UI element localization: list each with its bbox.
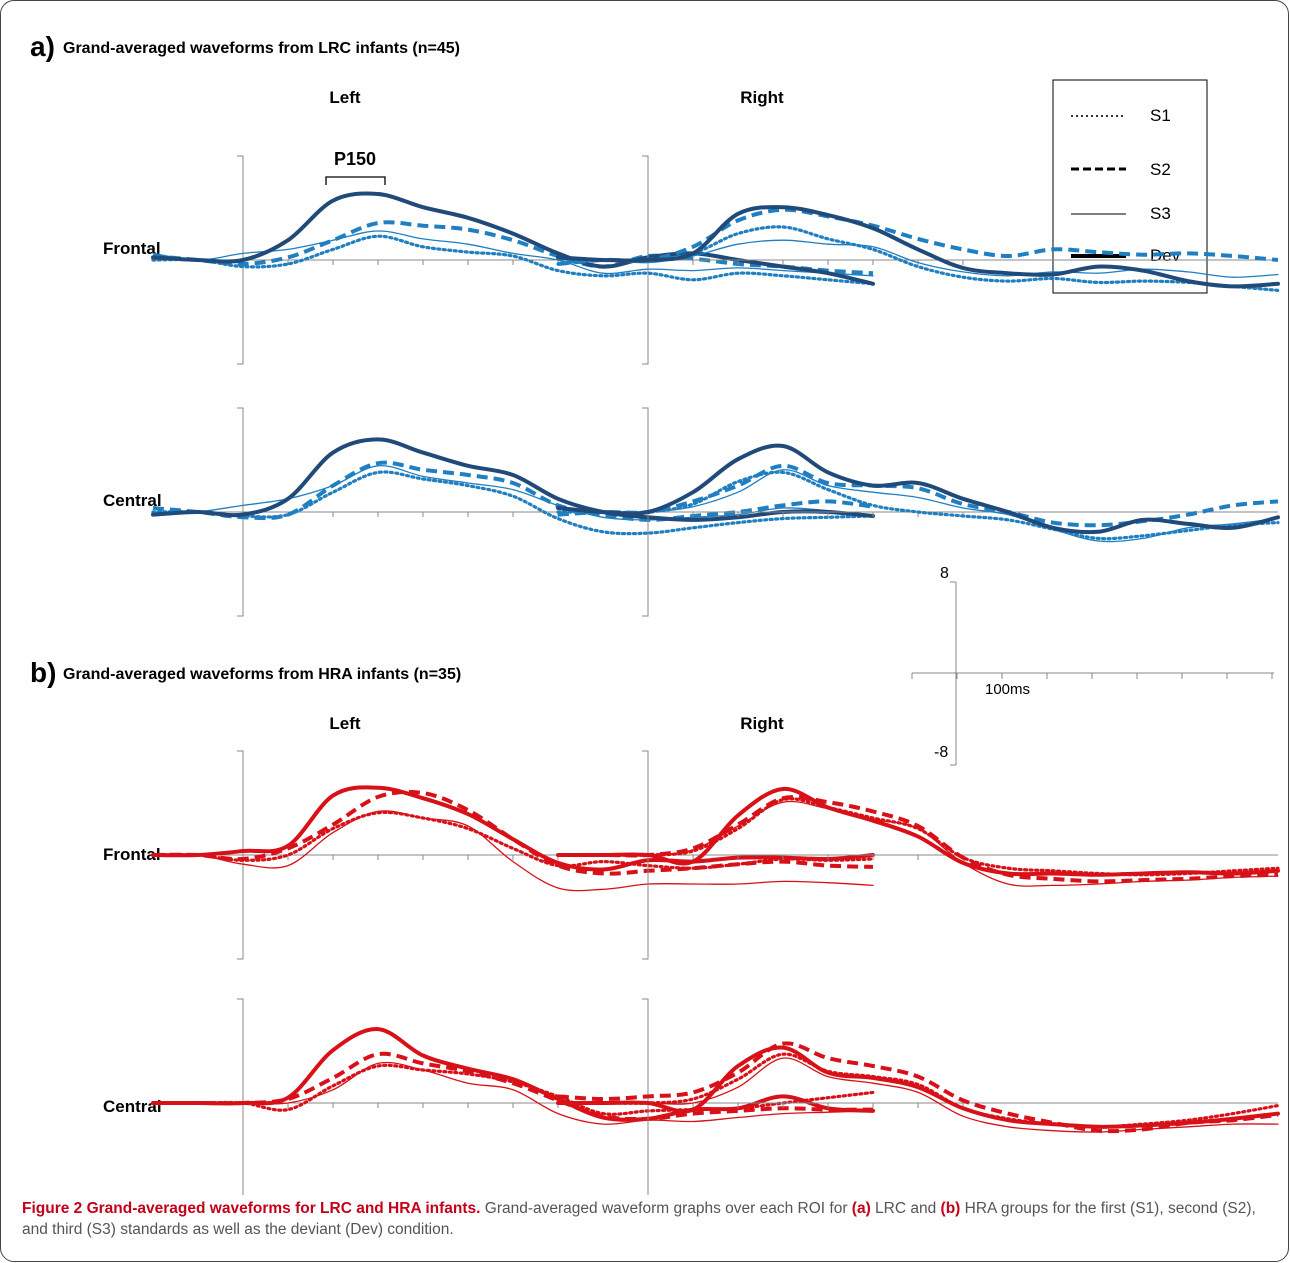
panel-a-row-frontal: Frontal (103, 239, 161, 258)
panel-a-letter: a) (30, 31, 55, 62)
legend: S1 S2 S3 Dev (1052, 79, 1208, 294)
panel-b-col-right: Right (740, 714, 784, 733)
series-dev-lrc-central-right (556, 443, 1280, 535)
panel-hra-central-right (556, 998, 1280, 1195)
legend-s3-label: S3 (1150, 204, 1171, 223)
series-s2-lrc-frontal-right (557, 207, 1279, 266)
panel-b-title: Grand-averaged waveforms from HRA infant… (63, 666, 461, 683)
panel-b-letter: b) (30, 657, 56, 688)
series-s3-hra-central-right (557, 1057, 1279, 1133)
series-dev-hra-central-left (151, 1027, 875, 1122)
scale-y-max: 8 (940, 565, 949, 582)
series-s3-lrc-central-left (152, 465, 874, 521)
scale-bar: 8 -8 100ms (911, 565, 1274, 766)
figure-caption: Figure 2 Grand-averaged waveforms for LR… (22, 1198, 1267, 1240)
caption-text-3: HRA groups for the first (S1), second (S… (22, 1200, 1256, 1238)
series-s1-lrc-central-right (556, 470, 1280, 541)
series-s3-lrc-frontal-left (152, 230, 874, 277)
series-dev-lrc-frontal-left (151, 191, 875, 286)
legend-s1-label: S1 (1150, 106, 1171, 125)
series-s2-hra-central-left (153, 1051, 874, 1122)
caption-title: Figure 2 Grand-averaged waveforms for LR… (22, 1200, 481, 1217)
series-dev-hra-frontal-right (556, 786, 1280, 877)
series-s3-hra-central-left (152, 1061, 874, 1125)
panel-a-row-central: Central (103, 491, 162, 510)
series-s2-lrc-frontal-left (152, 220, 874, 276)
panel-a-col-left: Left (329, 88, 361, 107)
legend-box (1052, 79, 1208, 294)
series-dev-hra-central-right (556, 1045, 1280, 1129)
p150-label: P150 (334, 149, 376, 169)
panel-a-col-right: Right (740, 88, 784, 107)
panel-lrc-frontal-left (151, 155, 875, 365)
panel-b-row-frontal: Frontal (103, 845, 161, 864)
panel-b-col-left: Left (329, 714, 361, 733)
caption-text-1: Grand-averaged waveform graphs over each… (480, 1200, 852, 1217)
series-s2-hra-frontal-right (558, 794, 1279, 884)
series-s3-hra-frontal-left (152, 810, 874, 892)
caption-b-ref: (b) (940, 1200, 961, 1217)
y-axis (237, 998, 244, 1195)
scale-y-min: -8 (934, 744, 948, 761)
series-s2-lrc-central-left (152, 460, 874, 522)
panel-lrc-central-left (151, 407, 875, 617)
panel-lrc-frontal-right (556, 155, 1280, 365)
series-dev-lrc-frontal-right (556, 205, 1280, 289)
series-s3-hra-frontal-right (557, 800, 1279, 887)
caption-a-ref: (a) (851, 1200, 871, 1217)
series-s2-hra-frontal-left (152, 789, 874, 876)
scale-x-label: 100ms (985, 681, 1030, 698)
panel-b-row-central: Central (103, 1097, 162, 1116)
legend-s2-label: S2 (1150, 160, 1171, 179)
panel-hra-central-left (151, 998, 875, 1195)
figure-canvas: a) Grand-averaged waveforms from LRC inf… (30, 31, 1280, 1195)
panel-hra-frontal-right (556, 750, 1280, 960)
panel-a-title: Grand-averaged waveforms from LRC infant… (63, 40, 460, 57)
series-dev-lrc-central-left (151, 437, 875, 522)
panel-hra-frontal-left (151, 750, 875, 960)
p150-bracket (325, 176, 386, 185)
series-s2-hra-central-right (557, 1041, 1279, 1134)
caption-text-2: LRC and (870, 1200, 941, 1217)
series-s3-lrc-central-right (557, 469, 1279, 543)
panel-lrc-central-right (556, 407, 1280, 617)
series-dev-hra-frontal-left (151, 785, 875, 872)
series-s1-lrc-frontal-left (151, 234, 875, 286)
